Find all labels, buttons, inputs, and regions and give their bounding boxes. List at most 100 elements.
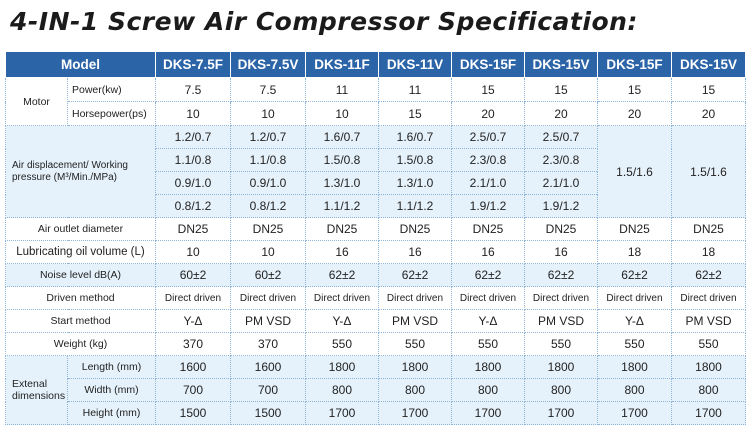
table-cell: 7.5: [230, 77, 306, 102]
table-cell: 2.3/0.8: [451, 148, 525, 172]
table-cell: PM VSD: [524, 309, 598, 333]
table-cell: 15: [451, 77, 525, 102]
table-cell: 550: [451, 332, 525, 356]
table-cell: DN25: [378, 217, 452, 241]
table-cell: 550: [671, 332, 746, 356]
table-row: Motor Power(kw) 7.5 7.5 11 11 15 15 15 1…: [5, 77, 746, 126]
table-cell: 16: [524, 240, 598, 264]
table-cell: 1800: [378, 355, 452, 379]
table-row: Driven method Direct driven Direct drive…: [5, 286, 746, 310]
table-cell: 10: [155, 240, 231, 264]
table-row: 0.9/1.0 0.9/1.0 1.3/1.0 1.3/1.0 2.1/1.0 …: [6, 171, 746, 195]
table-cell: 700: [230, 378, 306, 402]
table-cell: 10: [230, 240, 306, 264]
table-cell: 1.1/0.8: [155, 148, 231, 172]
table-cell: 62±2: [671, 263, 746, 287]
table-cell: PM VSD: [378, 309, 452, 333]
table-cell: Direct driven: [305, 286, 379, 310]
table-cell: 1700: [305, 401, 379, 425]
model-col-header: DKS-7.5V: [230, 51, 306, 78]
table-cell: 0.8/1.2: [230, 194, 306, 218]
table-cell: 1600: [155, 355, 231, 379]
table-cell: 2.5/0.7: [524, 125, 598, 149]
spec-table: Model DKS-7.5F DKS-7.5V DKS-11F DKS-11V …: [5, 51, 746, 425]
table-cell: Y-Δ: [305, 309, 379, 333]
table-cell: 1.1/1.2: [378, 194, 452, 218]
table-cell: 10: [230, 101, 306, 126]
table-cell: PM VSD: [230, 309, 306, 333]
table-cell: Y-Δ: [155, 309, 231, 333]
table-cell: Direct driven: [378, 286, 452, 310]
model-col-header: DKS-15V: [524, 51, 598, 78]
model-col-header: DKS-11V: [378, 51, 452, 78]
table-cell: 1.6/0.7: [305, 125, 379, 149]
table-cell: 0.9/1.0: [230, 171, 306, 195]
table-cell: Direct driven: [155, 286, 231, 310]
table-cell: 1500: [155, 401, 231, 425]
table-cell: DN25: [305, 217, 379, 241]
row-label: Motor: [5, 77, 68, 126]
table-cell: 550: [305, 332, 379, 356]
sub-label: Width (mm): [67, 378, 156, 402]
table-cell: 60±2: [155, 263, 231, 287]
table-cell: DN25: [524, 217, 598, 241]
table-cell: 800: [305, 378, 379, 402]
table-cell: 800: [451, 378, 525, 402]
table-cell: DN25: [597, 217, 672, 241]
table-cell: 62±2: [597, 263, 672, 287]
table-cell: Y-Δ: [451, 309, 525, 333]
table-cell: 1.5/0.8: [305, 148, 379, 172]
table-cell: 1700: [451, 401, 525, 425]
table-cell: 1.2/0.7: [230, 125, 306, 149]
table-row: Start method Y-Δ PM VSD Y-Δ PM VSD Y-Δ P…: [5, 309, 746, 333]
model-header: Model: [5, 51, 156, 78]
table-cell: 1.5/1.6: [597, 125, 672, 218]
model-col-header: DKS-11F: [305, 51, 379, 78]
table-cell: 20: [671, 101, 746, 126]
table-cell: 550: [597, 332, 672, 356]
table-row: Lubricating oil volume (L) 10 10 16 16 1…: [5, 240, 746, 264]
row-label: Start method: [5, 309, 156, 333]
table-cell: 800: [378, 378, 452, 402]
table-cell: PM VSD: [671, 309, 746, 333]
row-label: Driven method: [5, 286, 156, 310]
table-cell: 18: [671, 240, 746, 264]
table-cell: 370: [230, 332, 306, 356]
table-cell: Y-Δ: [597, 309, 672, 333]
table-cell: 1.3/1.0: [305, 171, 379, 195]
table-cell: Direct driven: [230, 286, 306, 310]
sub-label: Height (mm): [67, 401, 156, 425]
page-title: 4-IN-1 Screw Air Compressor Specificatio…: [10, 7, 638, 36]
table-row: Noise level dB(A) 60±2 60±2 62±2 62±2 62…: [5, 263, 746, 287]
table-cell: Direct driven: [597, 286, 672, 310]
table-cell: 1500: [230, 401, 306, 425]
table-cell: DN25: [230, 217, 306, 241]
table-cell: 550: [524, 332, 598, 356]
table-cell: 60±2: [230, 263, 306, 287]
table-cell: 370: [155, 332, 231, 356]
header-row: Model DKS-7.5F DKS-7.5V DKS-11F DKS-11V …: [5, 51, 746, 78]
table-cell: 20: [597, 101, 672, 126]
table-cell: 1800: [451, 355, 525, 379]
model-col-header: DKS-15F: [597, 51, 672, 78]
table-row: Air displacement/ Working pressure (M³/M…: [5, 125, 746, 218]
table-cell: DN25: [155, 217, 231, 241]
table-cell: Direct driven: [671, 286, 746, 310]
table-cell: 1700: [671, 401, 746, 425]
table-cell: 2.1/1.0: [524, 171, 598, 195]
table-cell: 20: [451, 101, 525, 126]
table-cell: 10: [155, 101, 231, 126]
table-cell: 62±2: [524, 263, 598, 287]
row-label: Air outlet diameter: [5, 217, 156, 241]
row-label: Lubricating oil volume (L): [5, 240, 156, 264]
table-cell: 1600: [230, 355, 306, 379]
table-cell: 7.5: [155, 77, 231, 102]
table-cell: 1700: [597, 401, 672, 425]
sub-label: Power(kw): [67, 77, 156, 102]
table-cell: 800: [524, 378, 598, 402]
table-row: 0.8/1.2 0.8/1.2 1.1/1.2 1.1/1.2 1.9/1.2 …: [6, 194, 746, 218]
table-cell: 2.5/0.7: [451, 125, 525, 149]
table-cell: 1700: [378, 401, 452, 425]
table-row: Extenal dimensions Length (mm) 1600 1600…: [5, 355, 746, 425]
table-row: Air outlet diameter DN25 DN25 DN25 DN25 …: [5, 217, 746, 241]
